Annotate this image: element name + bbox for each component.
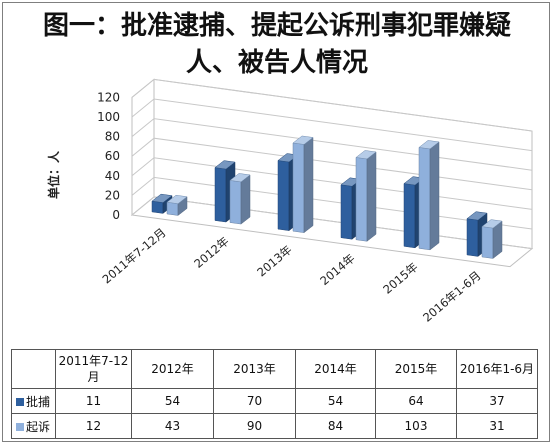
legend-key-pibu: 批捕 <box>11 388 56 414</box>
bar-top <box>214 160 236 170</box>
bar <box>466 211 488 257</box>
table-cell: 12 <box>55 413 132 439</box>
bar-front <box>151 200 164 214</box>
bar-top <box>466 211 488 221</box>
bar-front <box>418 147 431 251</box>
table-cell: 37 <box>456 388 538 414</box>
chart-title: 图一：批准逮捕、提起公诉刑事犯罪嫌疑 人、被告人情况 <box>0 8 554 82</box>
bar-front <box>481 226 494 259</box>
bar-chart-3d: 0 20 40 60 80 100 120 2011年7-12月 2012年 2013年 2014… <box>46 78 534 325</box>
table-row: 批捕 11 54 70 54 64 37 <box>11 388 538 414</box>
bar <box>355 150 377 242</box>
table-cell: 43 <box>131 413 214 439</box>
series-name: 起诉 <box>26 419 51 434</box>
table-header-cell: 2011年7-12 月 <box>55 349 132 389</box>
title-line-2: 人、被告人情况 <box>185 48 368 78</box>
gridline <box>131 78 533 132</box>
bar <box>418 140 440 251</box>
bar <box>229 173 251 225</box>
gridlines <box>131 78 533 250</box>
title-line-1: 图一：批准逮捕、提起公诉刑事犯罪嫌疑 <box>42 11 511 41</box>
legend-swatch <box>16 422 24 431</box>
gridline <box>131 137 533 191</box>
bar-front <box>214 167 227 223</box>
y-axis-label: 单位：人 <box>46 150 61 199</box>
bar-front <box>277 160 290 231</box>
legend-swatch <box>16 397 24 406</box>
bar-top <box>151 193 173 203</box>
bar-front <box>229 180 242 225</box>
table-cell: 103 <box>375 413 457 439</box>
x-category-label: 2011年7-12月 <box>100 225 169 286</box>
y-tick-label: 80 <box>105 130 120 144</box>
bar-side <box>240 174 251 225</box>
bar <box>292 135 314 234</box>
y-tick-label: 120 <box>97 90 120 104</box>
bars <box>151 135 503 259</box>
bar-front <box>292 142 305 233</box>
bar-front <box>403 183 416 249</box>
y-tick-label: 20 <box>105 188 120 202</box>
x-category-label: 2016年1-6月 <box>420 268 483 324</box>
table-header-row: 2011年7-12 月 2012年 2013年 2014年 2015年 2016年… <box>11 349 538 389</box>
table-cell: 54 <box>131 388 214 414</box>
data-table: 2011年7-12 月 2012年 2013年 2014年 2015年 2016年… <box>11 349 538 439</box>
bar-front <box>466 218 479 257</box>
bar-front <box>355 157 368 242</box>
bar-side <box>303 136 314 234</box>
y-tick-label: 40 <box>105 169 120 183</box>
y-axis-ticks: 0 20 40 60 80 100 120 <box>97 90 120 222</box>
table-header-cell: 2014年 <box>295 349 376 389</box>
bar-side <box>366 151 377 242</box>
y-tick-label: 60 <box>105 149 120 163</box>
gridline <box>131 98 533 152</box>
legend-key-qisu: 起诉 <box>11 413 56 439</box>
x-category-label: 2015年 <box>380 260 420 297</box>
bar-top <box>166 194 188 204</box>
bar-top <box>481 219 503 229</box>
bar-top <box>292 135 314 145</box>
y-tick-label: 100 <box>97 110 120 124</box>
table-cell: 64 <box>375 388 457 414</box>
bar-front <box>340 184 353 240</box>
table-row: 起诉 12 43 90 84 103 31 <box>11 413 538 439</box>
table-cell: 54 <box>295 388 376 414</box>
table-header-cell: 2013年 <box>213 349 296 389</box>
bar <box>481 219 503 259</box>
x-category-label: 2014年 <box>317 251 357 288</box>
table-cell: 11 <box>55 388 132 414</box>
table-cell: 70 <box>213 388 296 414</box>
table-cell: 31 <box>456 413 538 439</box>
bar-top <box>229 173 251 183</box>
x-category-label: 2013年 <box>254 243 294 280</box>
y-tick-label: 0 <box>112 208 120 222</box>
bar-top <box>355 150 377 160</box>
table-header-cell: 2016年1-6月 <box>456 349 538 389</box>
series-name: 批捕 <box>26 394 51 409</box>
table-header-cell: 2012年 <box>131 349 214 389</box>
table-header-cell: 2015年 <box>375 349 457 389</box>
gridline <box>131 118 533 171</box>
x-category-label: 2012年 <box>191 234 231 271</box>
bar <box>166 194 188 216</box>
table-cell: 90 <box>213 413 296 439</box>
bar-front <box>166 201 179 216</box>
table-corner <box>11 349 56 389</box>
bar-side <box>429 141 440 251</box>
bar-top <box>418 140 440 150</box>
table-cell: 84 <box>295 413 376 439</box>
